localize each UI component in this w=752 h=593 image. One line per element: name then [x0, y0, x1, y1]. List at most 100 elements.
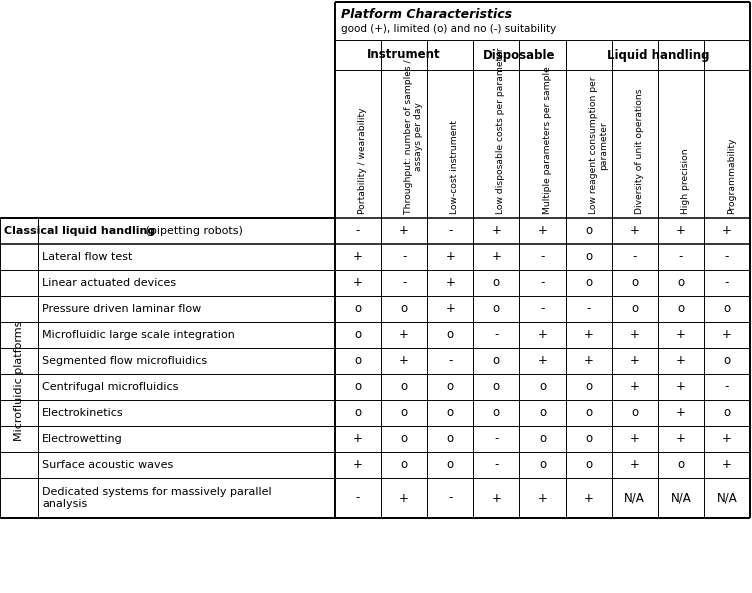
Bar	[658, 478, 704, 518]
Bar	[520, 426, 566, 452]
Text: -: -	[632, 250, 637, 263]
Bar	[381, 348, 427, 374]
Text: -: -	[448, 355, 453, 368]
Text: o: o	[678, 276, 684, 289]
Bar	[335, 270, 381, 296]
Bar	[473, 270, 520, 296]
Text: -: -	[494, 432, 499, 445]
Text: Dedicated systems for massively parallel
analysis: Dedicated systems for massively parallel…	[42, 487, 271, 509]
Bar	[427, 374, 473, 400]
Text: o: o	[401, 302, 408, 315]
Text: -: -	[678, 250, 683, 263]
Text: -: -	[448, 492, 453, 505]
Bar	[335, 2, 750, 518]
Bar	[335, 244, 381, 270]
Bar	[335, 296, 381, 322]
Text: -: -	[725, 381, 729, 394]
Text: o: o	[585, 276, 592, 289]
Text: o: o	[401, 458, 408, 471]
Bar	[427, 296, 473, 322]
Bar	[611, 426, 658, 452]
Bar	[38, 452, 335, 478]
Text: +: +	[353, 276, 363, 289]
Bar	[381, 426, 427, 452]
Bar	[704, 244, 750, 270]
Text: +: +	[399, 329, 409, 342]
Text: +: +	[629, 432, 640, 445]
Text: +: +	[676, 406, 686, 419]
Text: Throughput: number of samples /
assays per day: Throughput: number of samples / assays p…	[404, 59, 423, 214]
Bar	[473, 452, 520, 478]
Bar	[473, 296, 520, 322]
Text: o: o	[354, 381, 362, 394]
Text: o: o	[401, 381, 408, 394]
Text: Lateral flow test: Lateral flow test	[42, 252, 132, 262]
Text: +: +	[353, 250, 363, 263]
Text: Disposable: Disposable	[484, 49, 556, 62]
Text: N/A: N/A	[624, 492, 645, 505]
Text: +: +	[629, 355, 640, 368]
Bar	[658, 348, 704, 374]
Text: o: o	[678, 458, 684, 471]
Text: Liquid handling: Liquid handling	[607, 49, 709, 62]
Text: -: -	[725, 276, 729, 289]
Text: +: +	[722, 329, 732, 342]
Text: Centrifugal microfluidics: Centrifugal microfluidics	[42, 382, 178, 392]
Bar	[427, 244, 473, 270]
Bar	[381, 270, 427, 296]
Text: o: o	[723, 355, 730, 368]
Bar	[704, 296, 750, 322]
Text: +: +	[399, 492, 409, 505]
Bar	[38, 426, 335, 452]
Bar	[427, 270, 473, 296]
Text: +: +	[629, 381, 640, 394]
Text: -: -	[356, 225, 360, 238]
Bar	[611, 218, 658, 244]
Bar	[473, 244, 520, 270]
Bar	[0, 218, 335, 244]
Text: N/A: N/A	[717, 492, 737, 505]
Bar	[520, 322, 566, 348]
Bar	[381, 400, 427, 426]
Text: o: o	[585, 432, 592, 445]
Text: Surface acoustic waves: Surface acoustic waves	[42, 460, 173, 470]
Bar	[658, 400, 704, 426]
Text: Programmability: Programmability	[727, 138, 736, 214]
Text: o: o	[539, 406, 546, 419]
Bar	[611, 452, 658, 478]
Text: o: o	[631, 406, 638, 419]
Text: +: +	[492, 250, 502, 263]
Text: o: o	[539, 381, 546, 394]
Text: o: o	[493, 406, 500, 419]
Bar	[335, 452, 381, 478]
Text: Electrokinetics: Electrokinetics	[42, 408, 123, 418]
Text: +: +	[584, 355, 593, 368]
Text: +: +	[445, 302, 455, 315]
Text: +: +	[676, 355, 686, 368]
Bar	[381, 218, 427, 244]
Text: o: o	[354, 329, 362, 342]
Bar	[566, 270, 611, 296]
Text: o: o	[585, 381, 592, 394]
Bar	[473, 374, 520, 400]
Bar	[566, 218, 611, 244]
Text: o: o	[354, 302, 362, 315]
Bar	[520, 270, 566, 296]
Text: +: +	[629, 458, 640, 471]
Bar	[335, 2, 750, 40]
Bar	[520, 374, 566, 400]
Text: Multiple parameters per sample: Multiple parameters per sample	[542, 66, 551, 214]
Bar	[427, 348, 473, 374]
Bar	[566, 296, 611, 322]
Bar	[658, 374, 704, 400]
Text: Microfluidic platforms: Microfluidic platforms	[14, 321, 24, 441]
Bar	[566, 374, 611, 400]
Text: Diversity of unit operations: Diversity of unit operations	[635, 88, 644, 214]
Text: +: +	[584, 492, 593, 505]
Bar	[704, 426, 750, 452]
Bar	[381, 374, 427, 400]
Text: +: +	[538, 492, 547, 505]
Bar	[427, 426, 473, 452]
Bar	[335, 374, 381, 400]
Text: +: +	[676, 225, 686, 238]
